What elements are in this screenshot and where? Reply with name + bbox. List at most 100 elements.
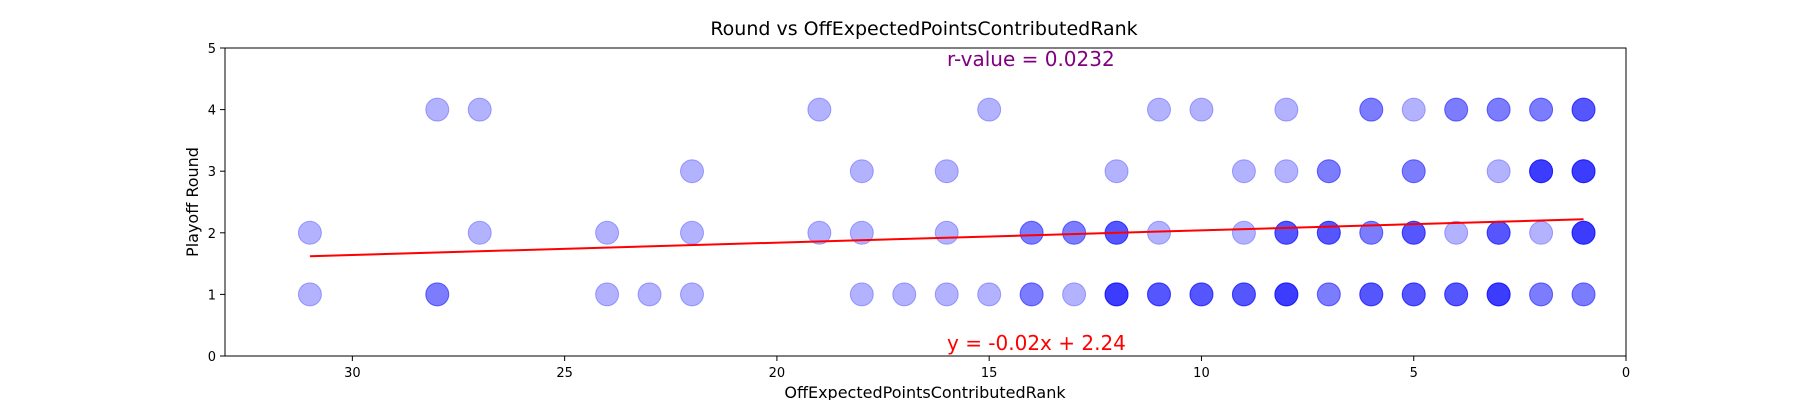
x-tick-label: 20 [769,366,786,381]
data-point [1401,220,1426,245]
r-value-annotation: r-value = 0.0232 [947,47,1115,71]
y-axis-label: Playoff Round [183,147,202,257]
plot-frame [224,47,1627,357]
data-point [1401,282,1426,307]
data-point [807,97,832,122]
data-point [1529,159,1554,184]
data-point [892,282,917,307]
x-tick-label: 15 [981,366,998,381]
data-point [1316,220,1341,245]
regression-line [309,218,1584,258]
y-tick-label: 1 [208,288,216,303]
data-point [680,220,704,245]
data-point [1486,97,1511,122]
data-point [1359,282,1384,307]
data-point [1274,282,1299,307]
data-point [934,220,959,245]
data-point [1571,220,1596,245]
data-point [1571,97,1596,122]
data-point [1359,97,1384,122]
data-point [1486,282,1511,307]
data-point [1401,282,1426,307]
data-point [1444,282,1469,307]
data-point [297,282,322,307]
data-point [1529,97,1554,122]
data-point [1444,97,1469,122]
data-point [1147,282,1171,307]
data-point [1571,159,1596,184]
data-point [807,220,832,245]
data-point [1486,282,1511,307]
chart-title: Round vs OffExpectedPointsContributedRan… [710,18,1137,40]
data-point [1189,282,1214,307]
data-point [595,282,620,307]
data-point [977,282,1002,307]
data-point [1231,159,1256,184]
data-point [1359,282,1384,307]
data-point [1444,282,1469,307]
data-point [849,282,874,307]
data-point [1359,220,1384,245]
data-point [1062,282,1087,307]
data-point [1571,220,1596,245]
x-tick-label: 30 [344,366,361,381]
data-point [1571,220,1596,245]
data-point [1189,97,1214,122]
data-point [1019,282,1044,307]
regression-layer [309,218,1584,258]
data-point [1189,282,1214,307]
data-point [1316,282,1341,307]
x-axis: 30 25 20 15 10 5 0 [344,356,1630,381]
data-point [1316,282,1341,307]
points-layer [297,97,1596,307]
data-point [1571,159,1596,184]
x-axis-label: OffExpectedPointsContributedRank [784,383,1066,400]
y-tick-label: 5 [208,42,216,57]
data-point [1274,97,1299,122]
data-point [934,282,959,307]
data-point [1274,220,1299,245]
data-point [1444,282,1469,307]
data-point [1231,282,1256,307]
data-point [1231,282,1256,307]
data-point [1104,282,1129,307]
data-point [467,97,492,122]
data-point [1571,159,1596,184]
data-point [1274,282,1299,307]
data-point [680,282,704,307]
data-point [1401,97,1426,122]
data-point [1147,282,1171,307]
data-point [425,97,450,122]
data-point [1571,282,1596,307]
data-point [1359,97,1384,122]
data-point [595,220,620,245]
data-point [1401,282,1426,307]
data-point [1529,282,1554,307]
data-point [1274,159,1299,184]
data-point [1444,97,1469,122]
data-point [849,159,874,184]
data-point [1189,282,1214,307]
data-point [1486,282,1511,307]
data-point [1316,159,1341,184]
data-point [1571,282,1596,307]
data-point [1274,282,1299,307]
data-point [1444,220,1469,245]
plot-area [224,47,1627,357]
data-point [1316,159,1341,184]
y-tick-label: 2 [208,227,216,242]
data-point [1571,220,1596,245]
data-point [1019,282,1044,307]
data-point [1529,282,1554,307]
data-point [1401,220,1426,245]
x-tick-label: 10 [1193,366,1210,381]
data-point [1401,159,1426,184]
data-point [297,220,322,245]
data-point [680,159,704,184]
data-point [1529,97,1554,122]
data-point [425,282,450,307]
x-tick-label: 0 [1622,366,1630,381]
data-point [1359,220,1384,245]
y-tick-label: 3 [208,165,216,180]
data-point [934,159,959,184]
